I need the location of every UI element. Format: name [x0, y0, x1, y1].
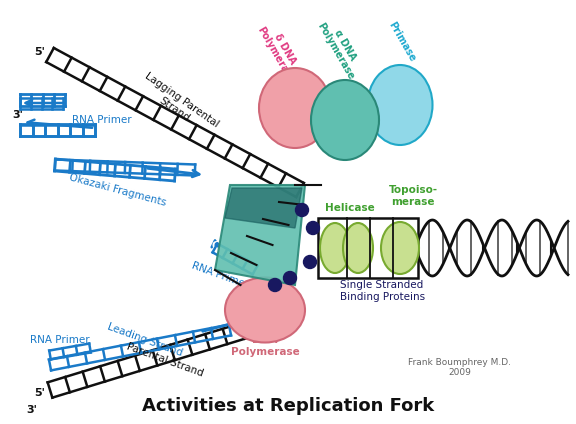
Text: DNA
Polymerase: DNA Polymerase: [230, 335, 300, 357]
Circle shape: [304, 256, 316, 268]
Text: α DNA
Polymerase: α DNA Polymerase: [314, 15, 365, 81]
Polygon shape: [215, 185, 305, 285]
Text: Lagging Replication
Complex: Lagging Replication Complex: [179, 229, 295, 251]
Text: 3': 3': [13, 110, 24, 120]
Ellipse shape: [381, 222, 419, 274]
Text: 3': 3': [26, 405, 37, 415]
Polygon shape: [225, 188, 302, 228]
Ellipse shape: [259, 68, 331, 148]
Text: Parental Strand: Parental Strand: [126, 341, 204, 379]
Text: RNA Primer: RNA Primer: [190, 260, 249, 290]
Text: Leading Strand: Leading Strand: [106, 322, 184, 358]
Text: Single Stranded
Binding Proteins: Single Stranded Binding Proteins: [340, 280, 425, 301]
Ellipse shape: [225, 277, 305, 343]
Text: 5': 5': [35, 47, 46, 57]
Ellipse shape: [320, 223, 350, 273]
Text: Topoisо-
merase: Topoisо- merase: [388, 185, 438, 207]
Text: RNA Primer: RNA Primer: [72, 115, 132, 125]
Text: Activities at Replication Fork: Activities at Replication Fork: [142, 397, 434, 415]
Circle shape: [295, 204, 309, 217]
Ellipse shape: [367, 65, 433, 145]
Circle shape: [283, 271, 297, 285]
Ellipse shape: [311, 80, 379, 160]
Text: 5': 5': [35, 388, 46, 398]
Text: δ DNA
Polymerase: δ DNA Polymerase: [255, 19, 305, 85]
Text: Lagging Parental
Strand: Lagging Parental Strand: [136, 71, 220, 139]
Text: Primase: Primase: [386, 20, 418, 64]
Bar: [318, 218, 418, 278]
Text: RNA Primer: RNA Primer: [30, 335, 90, 345]
Circle shape: [306, 221, 320, 234]
Text: Okazaki Fragments: Okazaki Fragments: [68, 172, 167, 208]
Text: Frank Boumphrey M.D.
2009: Frank Boumphrey M.D. 2009: [408, 358, 511, 377]
Circle shape: [268, 279, 282, 292]
Text: Helicase: Helicase: [325, 203, 375, 213]
Ellipse shape: [343, 223, 373, 273]
